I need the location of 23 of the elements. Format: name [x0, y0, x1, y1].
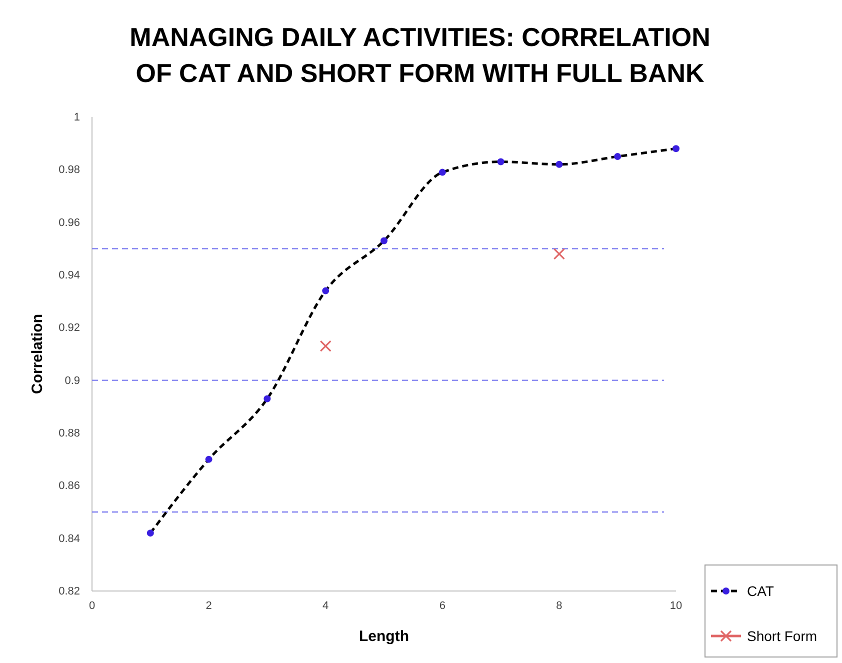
x-tick-label: 10: [670, 600, 682, 612]
y-tick-label: 0.96: [58, 216, 80, 229]
y-tick-label: 0.98: [58, 164, 80, 176]
x-tick-label: 6: [439, 600, 446, 612]
y-tick-label: 0.92: [58, 322, 80, 334]
y-tick-label: 1: [74, 112, 80, 124]
x-tick-label: 4: [322, 600, 329, 612]
x-tick-label: 2: [206, 600, 212, 612]
point: [320, 340, 332, 352]
y-tick-label: 0.84: [58, 532, 80, 545]
legend-label: Short Form: [747, 628, 818, 644]
point: [553, 248, 565, 260]
legend-label: CAT: [747, 583, 774, 599]
y-tick-label: 0.86: [58, 480, 80, 492]
y-tick-label: 0.82: [58, 586, 80, 598]
x-axis-title: Length: [359, 628, 409, 645]
y-tick-label: 0.88: [58, 428, 80, 440]
y-axis-title: Correlation: [29, 314, 46, 394]
y-tick-label: 0.94: [58, 270, 80, 282]
y-tick-label: 0.9: [64, 374, 80, 387]
x-tick-label: 8: [556, 600, 562, 612]
chart-title: MANAGING DAILY ACTIVITIES: CORRELATION OF CAT AND SHORT FORM WITH FULL BANK: [130, 22, 710, 88]
x-tick-label: 0: [88, 600, 96, 612]
